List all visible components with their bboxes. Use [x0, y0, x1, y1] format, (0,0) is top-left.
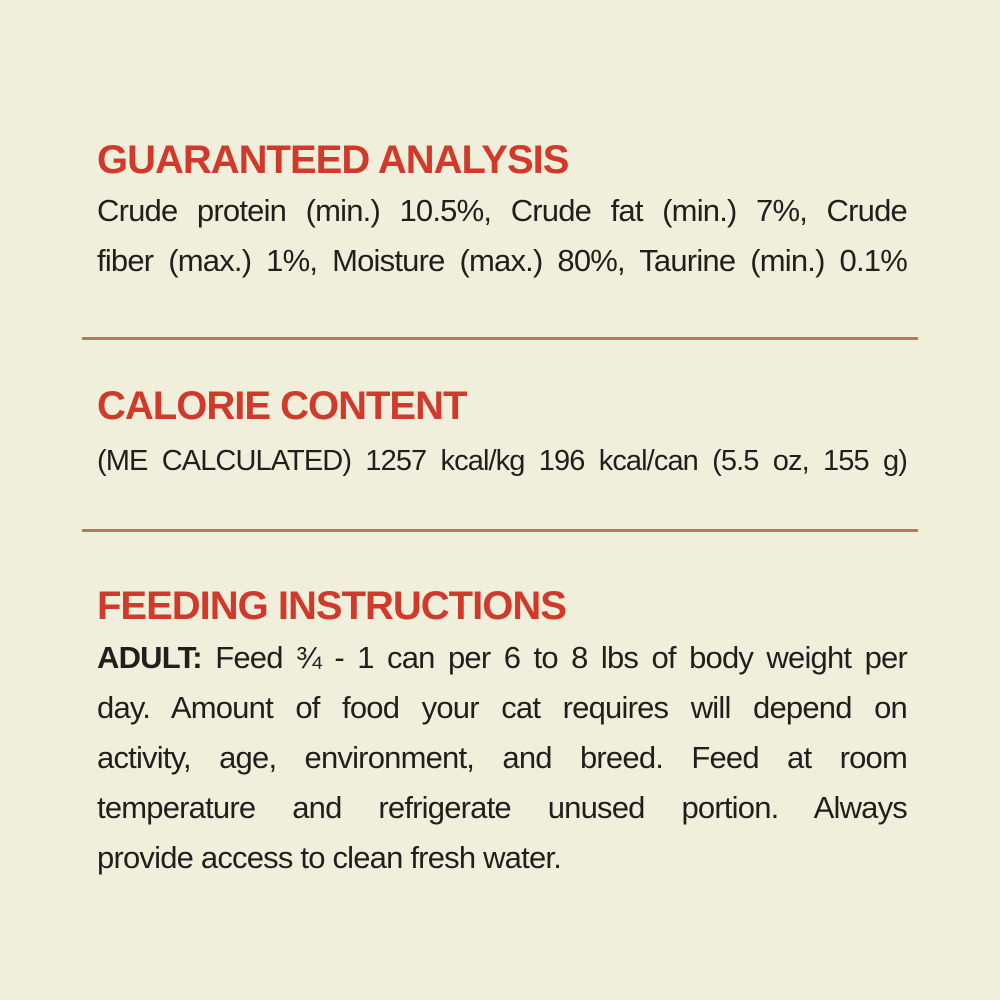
guaranteed-analysis-section: GUARANTEED ANALYSIS — [97, 138, 907, 182]
section-divider-2 — [82, 529, 918, 532]
calorie-content-heading: CALORIE CONTENT — [97, 384, 467, 428]
feeding-instructions-text: ADULT: Feed ¾ - 1 can per 6 to 8 lbs of … — [97, 633, 908, 883]
feeding-instructions-line-3: activity, age, environment, and breed. F… — [97, 740, 908, 775]
section-divider-1 — [82, 337, 918, 340]
feeding-instructions-line-4: temperature and refrigerate unused porti… — [97, 790, 908, 825]
guaranteed-analysis-line-1: Crude protein (min.) 10.5%, Crude fat (m… — [97, 193, 908, 228]
feeding-instructions-line-1-text: Feed ¾ - 1 can per 6 to 8 lbs of body we… — [215, 640, 908, 675]
calorie-content-section: CALORIE CONTENT — [97, 384, 907, 428]
adult-label: ADULT: — [97, 640, 203, 675]
calorie-content-text: (ME CALCULATED) 1257 kcal/kg 196 kcal/ca… — [97, 436, 908, 486]
guaranteed-analysis-line-2: fiber (max.) 1%, Moisture (max.) 80%, Ta… — [97, 243, 908, 278]
calorie-content-line: (ME CALCULATED) 1257 kcal/kg 196 kcal/ca… — [97, 445, 908, 477]
guaranteed-analysis-text: Crude protein (min.) 10.5%, Crude fat (m… — [97, 186, 908, 286]
feeding-instructions-section: FEEDING INSTRUCTIONS — [97, 584, 907, 628]
feeding-instructions-heading: FEEDING INSTRUCTIONS — [97, 584, 567, 628]
feeding-instructions-line-1: ADULT: Feed ¾ - 1 can per 6 to 8 lbs of … — [97, 633, 908, 683]
feeding-instructions-line-5: provide access to clean fresh water. — [97, 840, 562, 875]
guaranteed-analysis-heading: GUARANTEED ANALYSIS — [97, 138, 569, 182]
feeding-instructions-line-2: day. Amount of food your cat requires wi… — [97, 690, 908, 725]
